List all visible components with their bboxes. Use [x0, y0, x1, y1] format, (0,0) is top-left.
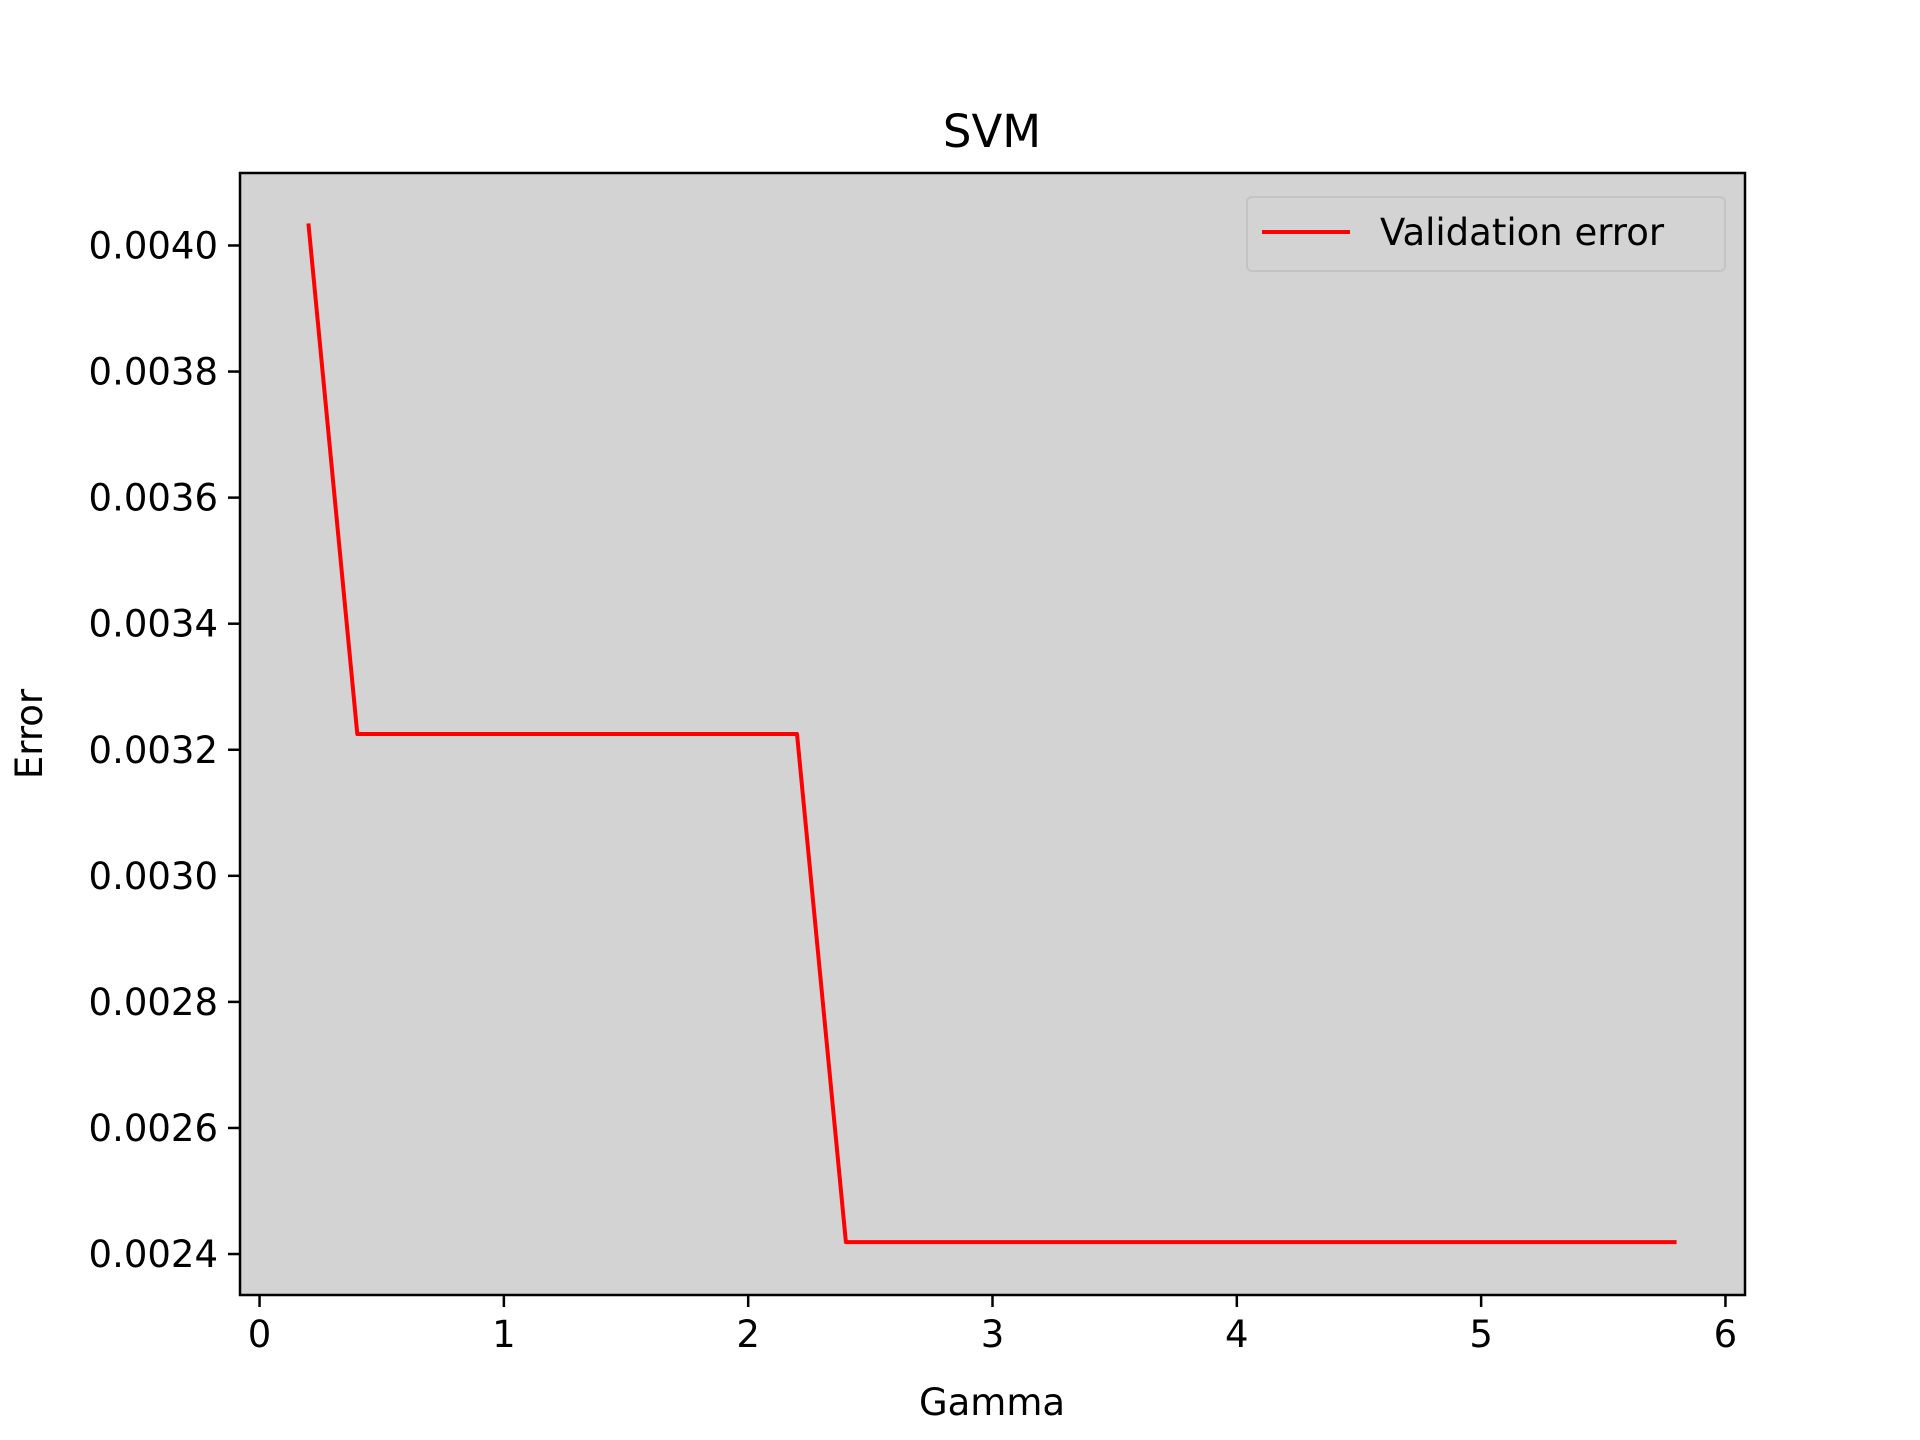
x-tick-label: 1: [492, 1313, 516, 1356]
y-tick-label: 0.0036: [89, 477, 218, 520]
x-tick-label: 6: [1714, 1313, 1738, 1356]
x-tick-label: 5: [1469, 1313, 1493, 1356]
chart-title: SVM: [943, 105, 1041, 158]
legend: Validation error: [1246, 196, 1726, 272]
y-tick-label: 0.0032: [89, 729, 218, 772]
y-axis-label: Error: [8, 688, 51, 779]
y-axis: 0.0024 0.0026 0.0028 0.0030 0.0032 0.0034 0.00…: [89, 224, 240, 1276]
x-tick-label: 4: [1225, 1313, 1249, 1356]
y-tick-label: 0.0038: [89, 351, 218, 394]
y-tick-label: 0.0030: [89, 855, 218, 898]
x-axis: 0 1 2 3 4 5 6: [248, 1295, 1737, 1356]
y-tick-label: 0.0024: [89, 1233, 218, 1276]
series-layer: [306, 223, 1677, 1245]
y-tick-label: 0.0034: [89, 603, 218, 646]
series-line-validation-error: [306, 223, 1677, 1245]
x-tick-label: 3: [981, 1313, 1005, 1356]
y-tick-label: 0.0026: [89, 1107, 218, 1150]
legend-box: [1246, 196, 1726, 272]
x-axis-label: Gamma: [919, 1381, 1065, 1424]
x-tick-label: 2: [736, 1313, 760, 1356]
legend-label: Validation error: [1380, 211, 1665, 254]
y-tick-label: 0.0028: [89, 981, 218, 1024]
x-tick-label: 0: [248, 1313, 272, 1356]
y-tick-label: 0.0040: [89, 224, 218, 267]
